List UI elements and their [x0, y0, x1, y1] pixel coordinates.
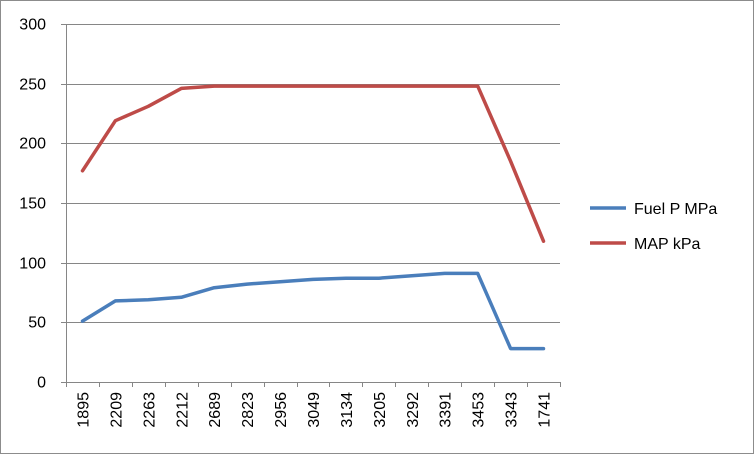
x-tick-label: 2263 [141, 392, 158, 428]
legend-label: MAP kPa [634, 236, 701, 253]
x-tick-label: 2209 [108, 392, 125, 428]
x-tick-label: 1741 [537, 392, 554, 428]
y-tick-label: 200 [19, 136, 46, 153]
series-lines [80, 84, 546, 351]
y-tick-label: 50 [28, 315, 46, 332]
legend: Fuel P MPa MAP kPa [590, 201, 717, 253]
y-tick-label: 0 [37, 375, 46, 392]
x-tick-label: 2212 [174, 392, 191, 428]
x-tick-label: 2956 [273, 392, 290, 428]
series-line-1 [80, 271, 546, 351]
legend-label: Fuel P MPa [634, 201, 717, 218]
x-axis-ticks: 1895 2209 2263 2212 2689 2823 2956 3049 3134 3205… [75, 392, 553, 428]
series-line-2 [80, 84, 546, 243]
x-tick-label: 3343 [504, 392, 521, 428]
y-axis-ticks: 0 50 100 150 200 250 300 [19, 17, 46, 392]
y-tick-label: 100 [19, 256, 46, 273]
x-tick-label: 3205 [372, 392, 389, 428]
x-tick-label: 2689 [207, 392, 224, 428]
y-tick-label: 250 [19, 77, 46, 94]
x-tick-label: 3134 [339, 392, 356, 428]
x-tick-label: 3391 [438, 392, 455, 428]
x-tick-label: 3049 [306, 392, 323, 428]
x-tick-label: 1895 [75, 392, 92, 428]
y-tick-label: 300 [19, 17, 46, 34]
y-tick-label: 150 [19, 196, 46, 213]
axes [61, 24, 561, 387]
x-tick-label: 3292 [405, 392, 422, 428]
x-tick-label: 3453 [471, 392, 488, 428]
x-tick-label: 2823 [240, 392, 257, 428]
